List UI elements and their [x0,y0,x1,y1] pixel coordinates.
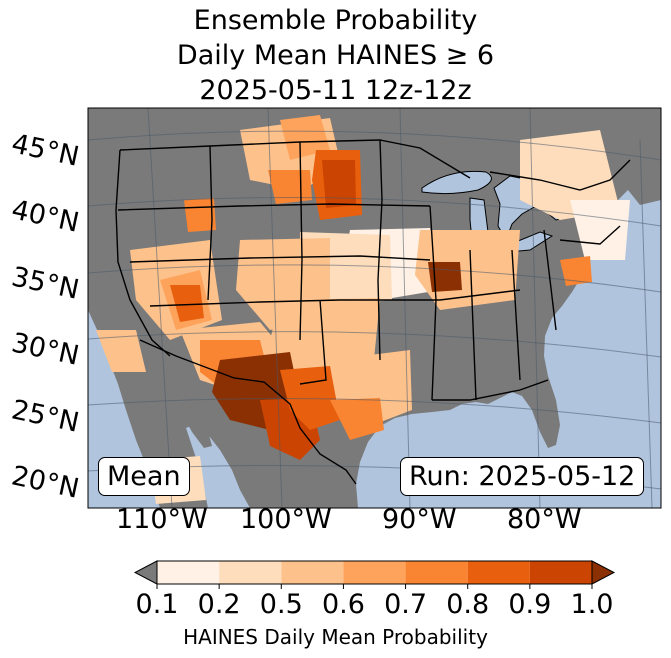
colorbar-tick-label: 0.2 [197,589,241,620]
map-canvas [88,108,661,508]
colorbar-tick-label: 0.6 [321,589,365,620]
border-line [299,141,303,341]
gridline [88,331,661,358]
border-line [115,149,171,357]
border-line [377,139,383,361]
probability-patch [560,256,592,286]
gridline [267,108,283,508]
political-borders [115,139,631,485]
probability-patch [280,366,340,430]
border-line [129,255,431,263]
lon-label-100w: 100°W [240,504,332,535]
border-line [511,249,521,381]
probability-patch [330,398,384,440]
border-line [149,289,521,307]
colorbar-tick-label: 0.9 [508,589,552,620]
graticule [88,108,661,508]
border-line [559,225,621,245]
border-line [117,203,431,211]
probability-patch [322,160,356,208]
probability-patch [280,115,330,160]
lon-label-110w: 110°W [116,504,208,535]
run-label-box: Run: 2025-05-12 [400,457,645,496]
probability-patch [170,285,204,322]
border-line [119,139,471,179]
probability-patch [520,130,620,220]
border-line [429,205,437,401]
gridline [529,108,541,508]
gridline [147,108,173,508]
colorbar-tick-label: 0.8 [446,589,490,620]
gridline [88,398,661,424]
colorbar-tick-label: 0.5 [259,589,303,620]
border-line [299,299,327,385]
gridline [88,264,661,293]
lon-label-90w: 90°W [382,504,457,535]
border-line [543,229,557,331]
probability-patch [570,200,630,260]
border-line [469,249,477,401]
gridline [88,130,661,161]
border-line [432,379,549,401]
border-line [207,145,213,301]
map-frame [87,107,662,509]
lon-label-80w: 80°W [507,504,582,535]
gridline [639,139,653,508]
colorbar-tick-label: 0.7 [384,589,428,620]
border-line [139,339,357,485]
title-line-3: 2025-05-11 12z-12z [199,75,472,106]
stat-label-box: Mean [98,457,190,496]
title-line-1: Ensemble Probability [193,5,478,36]
gridline [399,108,411,508]
colorbar-tick-label: 0.1 [135,589,179,620]
probability-patch [428,262,462,292]
gridline [88,197,661,227]
probability-patch [96,330,146,372]
border-line [489,159,631,191]
probability-patches [96,115,630,504]
colorbar-label: HAINES Daily Mean Probability [183,625,488,649]
colorbar-tick-label: 1.0 [570,589,614,620]
title-line-2: Daily Mean HAINES ≥ 6 [176,40,495,71]
